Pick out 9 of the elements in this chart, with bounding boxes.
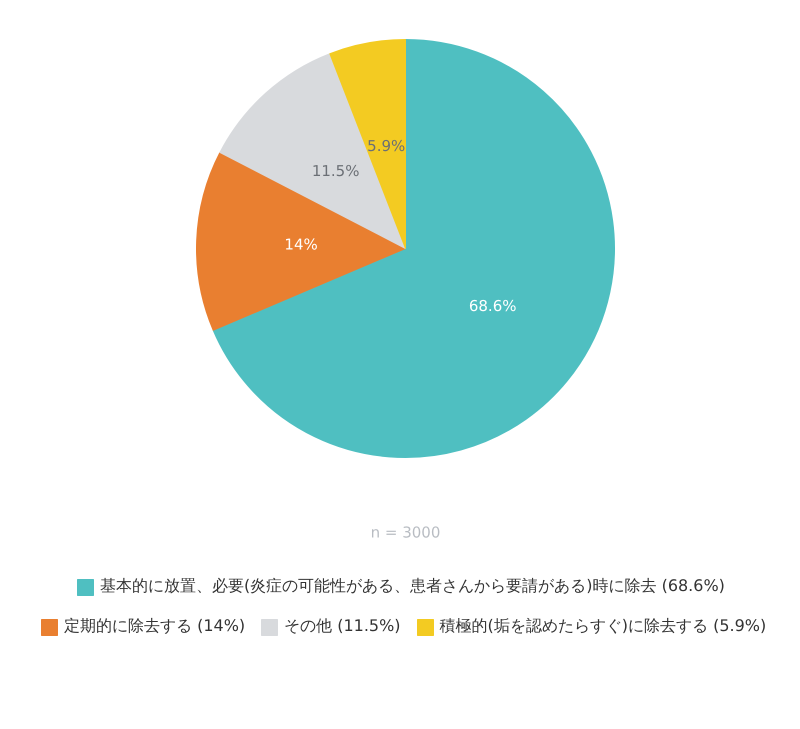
legend-label: 基本的に放置、必要(炎症の可能性がある、患者さんから要請がある)時に除去 (68.6%) <box>100 576 725 597</box>
legend-label: 積極的(垢を認めたらすぐ)に除去する (5.9%) <box>440 616 766 637</box>
data-label: 5.9% <box>367 136 406 155</box>
legend-label: その他 (11.5%) <box>284 616 401 637</box>
data-label: 11.5% <box>312 162 360 180</box>
legend-label: 定期的に除去する (14%) <box>64 616 246 637</box>
data-label: 14% <box>284 236 318 254</box>
text: n = 3000 <box>370 524 440 542</box>
data-label: 68.6% <box>468 297 516 316</box>
